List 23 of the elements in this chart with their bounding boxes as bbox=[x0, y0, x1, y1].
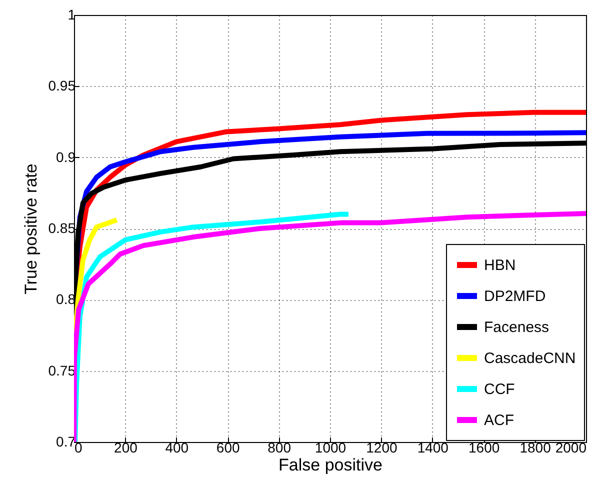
x-tick-label: 1600 bbox=[468, 440, 500, 456]
y-tick-label: 0.85 bbox=[48, 220, 76, 236]
y-tick-label: 0.75 bbox=[48, 362, 76, 378]
y-tick-label: 0.95 bbox=[48, 78, 76, 94]
x-tick-label: 1200 bbox=[366, 440, 398, 456]
x-tick-label: 1400 bbox=[417, 440, 449, 456]
y-tick-label: 0.7 bbox=[56, 434, 76, 450]
legend-label: ACF bbox=[484, 412, 514, 429]
x-tick-label: 1000 bbox=[314, 440, 346, 456]
x-tick-label: 1800 bbox=[520, 440, 552, 456]
legend-label: CCF bbox=[484, 381, 515, 398]
legend-label: HBN bbox=[484, 257, 516, 274]
x-axis-title: False positive bbox=[278, 456, 382, 474]
legend-label: Faceness bbox=[484, 319, 550, 336]
x-tick-label: 400 bbox=[165, 440, 189, 456]
y-axis-title: True positive rate bbox=[21, 164, 40, 294]
x-tick-label: 2000 bbox=[555, 440, 587, 456]
legend-label: CascadeCNN bbox=[484, 350, 576, 367]
legend-label: DP2MFD bbox=[484, 288, 546, 305]
x-tick-label: 800 bbox=[268, 440, 292, 456]
x-tick-label: 0 bbox=[74, 440, 82, 456]
x-tick-label: 600 bbox=[216, 440, 240, 456]
x-tick-label: 200 bbox=[114, 440, 138, 456]
